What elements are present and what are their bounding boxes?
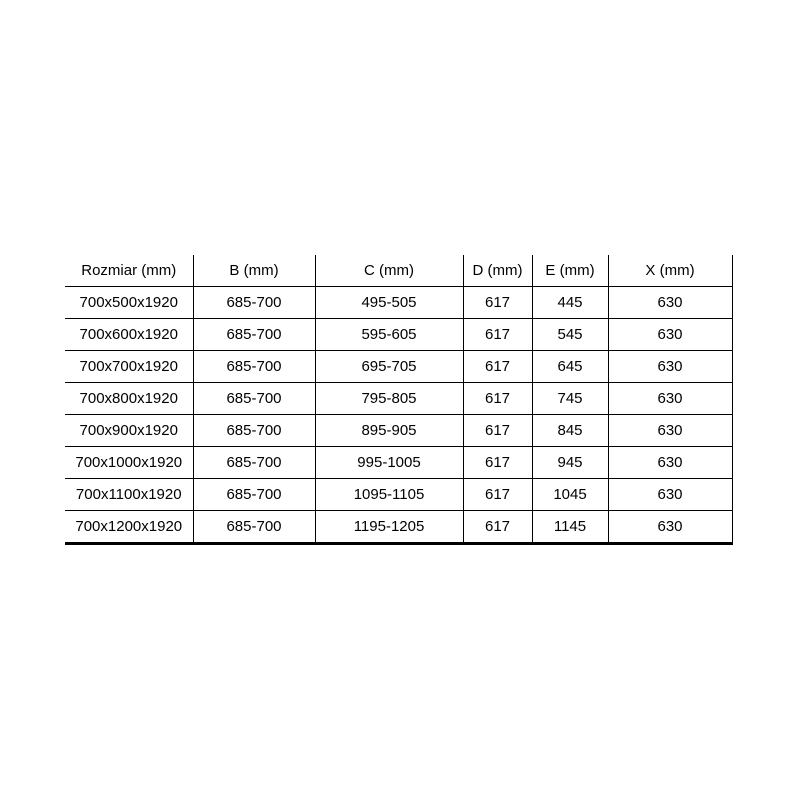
table-cell: 945 <box>532 446 609 479</box>
table-cell: 617 <box>463 350 533 383</box>
table-cell: 685-700 <box>193 350 316 383</box>
table-cell: 617 <box>463 318 533 351</box>
table-row: 700x800x1920 685-700 795-805 617 745 630 <box>65 382 733 415</box>
table-cell: 685-700 <box>193 478 316 511</box>
table-body: 700x500x1920 685-700 495-505 617 445 630 700x6… <box>65 286 733 545</box>
size-spec-table: Rozmiar (mm) B (mm) C (mm) D (mm) E (mm)… <box>65 255 733 545</box>
table-cell: 1045 <box>532 478 609 511</box>
table-cell: 845 <box>532 414 609 447</box>
table-cell: 1095-1105 <box>315 478 464 511</box>
table-cell: 630 <box>608 446 733 479</box>
table-cell: 795-805 <box>315 382 464 415</box>
table-cell: 685-700 <box>193 414 316 447</box>
table-cell: 1195-1205 <box>315 510 464 545</box>
column-header-rozmiar: Rozmiar (mm) <box>65 255 194 287</box>
table-cell: 545 <box>532 318 609 351</box>
table-row: 700x1200x1920 685-700 1195-1205 617 1145 630 <box>65 510 733 545</box>
table-cell: 685-700 <box>193 382 316 415</box>
table-cell: 695-705 <box>315 350 464 383</box>
table-cell: 995-1005 <box>315 446 464 479</box>
table-cell: 630 <box>608 478 733 511</box>
column-header-c: C (mm) <box>315 255 464 287</box>
table-cell: 1145 <box>532 510 609 545</box>
table-cell: 630 <box>608 350 733 383</box>
table-cell: 630 <box>608 510 733 545</box>
table-cell: 700x900x1920 <box>65 414 194 447</box>
table-cell: 617 <box>463 286 533 319</box>
column-header-b: B (mm) <box>193 255 316 287</box>
table-cell: 895-905 <box>315 414 464 447</box>
table-cell: 630 <box>608 318 733 351</box>
table-cell: 685-700 <box>193 286 316 319</box>
table-header-row: Rozmiar (mm) B (mm) C (mm) D (mm) E (mm)… <box>65 255 733 287</box>
table-cell: 617 <box>463 414 533 447</box>
table-row: 700x1100x1920 685-700 1095-1105 617 1045 630 <box>65 478 733 511</box>
table-cell: 630 <box>608 414 733 447</box>
table-cell: 700x800x1920 <box>65 382 194 415</box>
table-cell: 630 <box>608 382 733 415</box>
table-row: 700x700x1920 685-700 695-705 617 645 630 <box>65 350 733 383</box>
table-cell: 700x1000x1920 <box>65 446 194 479</box>
table-row: 700x500x1920 685-700 495-505 617 445 630 <box>65 286 733 319</box>
size-spec-table-container: Rozmiar (mm) B (mm) C (mm) D (mm) E (mm)… <box>65 255 733 545</box>
table-row: 700x1000x1920 685-700 995-1005 617 945 630 <box>65 446 733 479</box>
table-row: 700x600x1920 685-700 595-605 617 545 630 <box>65 318 733 351</box>
table-cell: 495-505 <box>315 286 464 319</box>
table-cell: 685-700 <box>193 446 316 479</box>
table-cell: 630 <box>608 286 733 319</box>
table-cell: 617 <box>463 478 533 511</box>
table-cell: 700x600x1920 <box>65 318 194 351</box>
table-cell: 685-700 <box>193 318 316 351</box>
table-cell: 685-700 <box>193 510 316 545</box>
column-header-e: E (mm) <box>532 255 609 287</box>
table-cell: 700x1100x1920 <box>65 478 194 511</box>
table-cell: 745 <box>532 382 609 415</box>
table-cell: 445 <box>532 286 609 319</box>
table-cell: 617 <box>463 510 533 545</box>
table-cell: 700x1200x1920 <box>65 510 194 545</box>
table-cell: 617 <box>463 382 533 415</box>
table-cell: 645 <box>532 350 609 383</box>
column-header-x: X (mm) <box>608 255 733 287</box>
table-cell: 595-605 <box>315 318 464 351</box>
table-cell: 700x700x1920 <box>65 350 194 383</box>
column-header-d: D (mm) <box>463 255 533 287</box>
table-cell: 617 <box>463 446 533 479</box>
table-row: 700x900x1920 685-700 895-905 617 845 630 <box>65 414 733 447</box>
table-cell: 700x500x1920 <box>65 286 194 319</box>
table-header: Rozmiar (mm) B (mm) C (mm) D (mm) E (mm)… <box>65 255 733 287</box>
